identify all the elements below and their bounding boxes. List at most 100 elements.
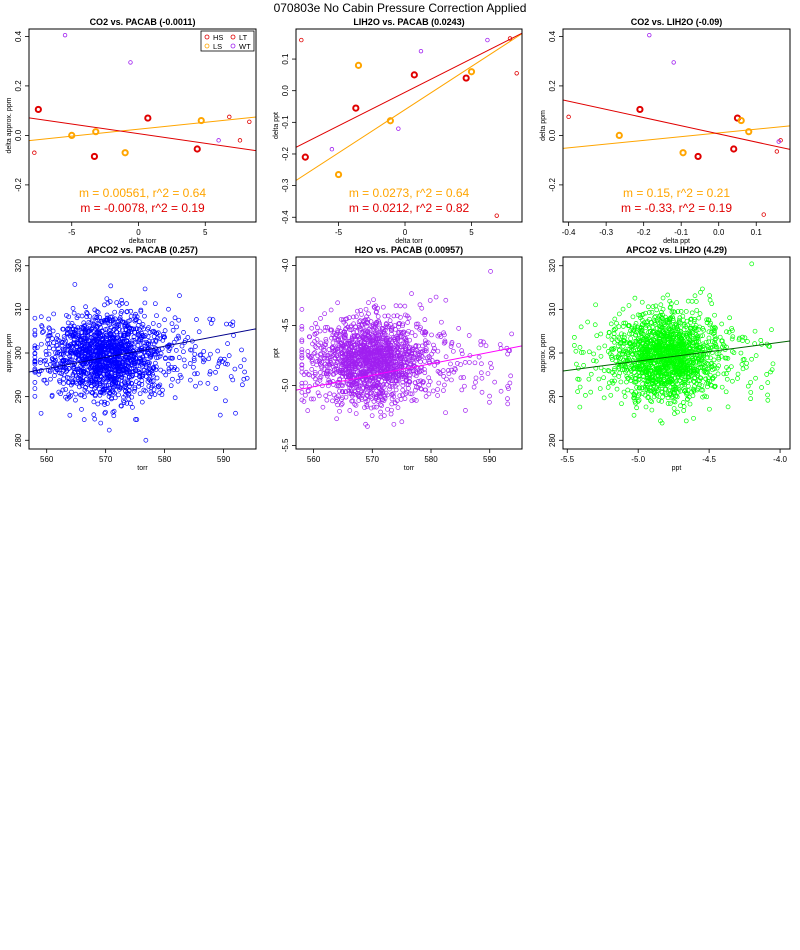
data-point-lt — [566, 114, 571, 120]
data-point — [633, 389, 638, 395]
data-point — [345, 369, 351, 375]
data-point — [461, 375, 466, 380]
plot-frame — [562, 28, 791, 223]
data-point — [719, 321, 725, 327]
data-point — [770, 361, 776, 367]
data-point — [373, 362, 378, 367]
data-point — [108, 324, 114, 330]
data-point — [612, 372, 617, 378]
data-point — [454, 361, 460, 366]
data-point — [369, 413, 375, 419]
data-point — [466, 333, 472, 338]
data-point — [586, 376, 592, 382]
data-point — [72, 332, 78, 338]
data-point — [351, 334, 357, 340]
data-point — [726, 367, 731, 372]
data-point — [147, 330, 153, 335]
data-point — [349, 398, 355, 404]
data-point — [317, 377, 323, 383]
data-point — [366, 311, 371, 317]
data-point — [144, 374, 149, 379]
data-point — [117, 387, 122, 392]
data-point — [707, 322, 713, 328]
data-point — [463, 408, 468, 413]
data-point — [305, 388, 311, 394]
data-point — [148, 355, 153, 360]
data-point — [166, 369, 172, 374]
data-point — [634, 405, 639, 411]
data-point — [155, 330, 161, 336]
data-point — [622, 394, 628, 399]
data-point — [156, 323, 162, 328]
data-point — [439, 319, 444, 325]
data-point — [740, 366, 746, 372]
data-point — [702, 360, 708, 365]
data-point — [707, 293, 712, 298]
data-point — [694, 341, 699, 347]
data-point — [355, 333, 360, 339]
data-point — [97, 381, 102, 386]
data-point — [431, 342, 436, 348]
data-point — [126, 356, 132, 361]
data-point — [317, 375, 323, 381]
data-point — [340, 383, 345, 389]
data-point — [117, 315, 123, 321]
data-point — [369, 361, 375, 367]
data-point — [76, 352, 82, 358]
data-point — [483, 343, 489, 349]
data-point — [719, 338, 725, 344]
data-point — [364, 319, 369, 325]
data-point — [323, 325, 328, 330]
data-point — [141, 387, 147, 393]
data-point — [169, 321, 175, 327]
data-point — [129, 338, 135, 344]
data-point — [660, 364, 666, 370]
data-point — [707, 406, 712, 412]
data-point — [161, 369, 167, 375]
x-tick-label: -0.1 — [674, 228, 688, 237]
data-point — [322, 361, 328, 367]
data-point — [713, 325, 718, 331]
data-point — [608, 321, 614, 327]
y-tick-label: 310 — [14, 302, 23, 316]
data-point — [100, 377, 106, 382]
data-point — [487, 399, 492, 405]
data-point — [146, 370, 151, 376]
chart-title: CO2 vs. PACAB (-0.0011) — [90, 17, 196, 27]
data-point — [88, 378, 94, 383]
x-axis-label: torr — [404, 465, 415, 472]
data-point — [375, 314, 381, 319]
data-point — [630, 351, 635, 357]
data-point — [645, 390, 651, 395]
data-point — [383, 332, 389, 338]
data-point — [639, 299, 645, 305]
data-point — [132, 386, 138, 392]
y-tick-label: 320 — [14, 259, 23, 273]
plot-frame — [295, 256, 523, 450]
data-point — [692, 293, 698, 299]
data-point — [163, 372, 169, 378]
data-point — [315, 353, 321, 359]
data-point — [422, 329, 428, 334]
data-point — [83, 385, 88, 390]
data-point — [46, 325, 52, 331]
data-point — [84, 310, 90, 315]
data-point — [396, 376, 401, 382]
data-point — [56, 389, 62, 395]
data-point — [654, 359, 660, 365]
x-tick-label: 580 — [424, 455, 438, 464]
data-point — [608, 392, 614, 398]
x-tick-label: 560 — [307, 455, 321, 464]
data-point — [645, 335, 651, 341]
data-point — [119, 300, 125, 306]
legend-marker — [204, 34, 210, 40]
data-point — [688, 338, 693, 344]
data-point — [402, 336, 407, 342]
data-point — [575, 376, 581, 382]
data-point — [687, 374, 693, 380]
data-point-hs — [34, 105, 42, 114]
data-point — [197, 380, 203, 386]
fit-line — [296, 33, 522, 181]
data-point — [70, 306, 76, 311]
data-point — [67, 326, 73, 332]
